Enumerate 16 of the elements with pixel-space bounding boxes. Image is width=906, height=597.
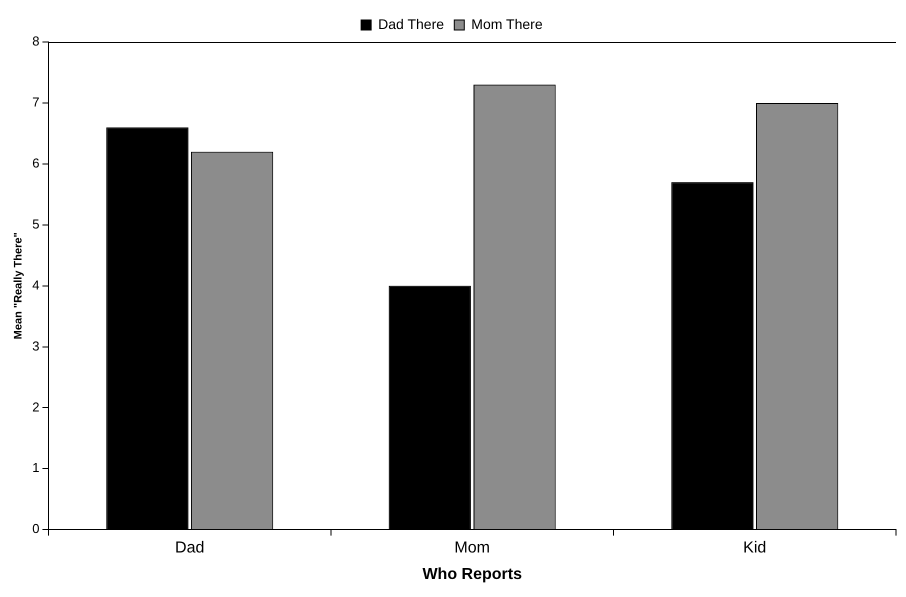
- x-tick-label: Kid: [743, 540, 766, 557]
- y-tick-label: 1: [32, 460, 40, 476]
- y-tick-label: 8: [32, 34, 40, 49]
- y-tick-label: 6: [32, 155, 40, 170]
- y-tick-label: 5: [32, 216, 40, 232]
- x-tick-label: Mom: [454, 540, 490, 557]
- legend-label: Dad There: [378, 16, 444, 32]
- y-tick-label: 0: [32, 521, 40, 536]
- x-tick-label: Dad: [175, 540, 204, 557]
- legend-label: Mom There: [471, 16, 543, 32]
- y-tick-label: 2: [32, 399, 40, 414]
- y-tick-label: 4: [32, 277, 40, 292]
- y-tick-label: 3: [32, 338, 40, 354]
- y-tick-label: 7: [32, 94, 40, 110]
- y-axis-title: Mean "Really There": [12, 232, 25, 340]
- x-axis-title: Who Reports: [422, 566, 522, 583]
